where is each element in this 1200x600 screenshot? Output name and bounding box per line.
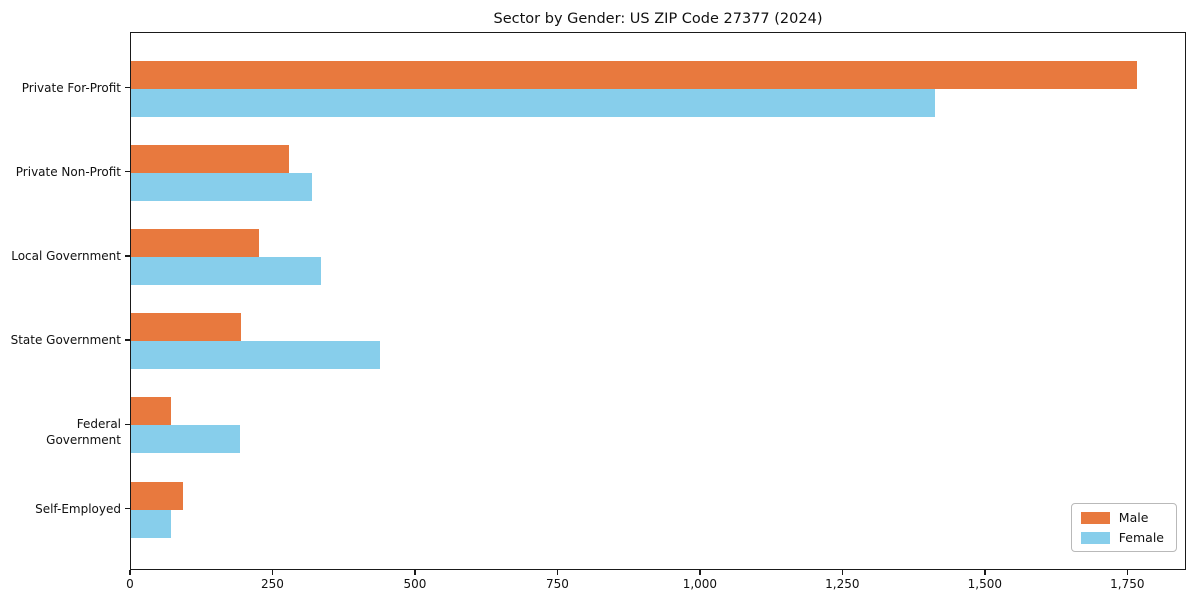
legend-item-female: Female [1080, 530, 1164, 545]
y-tick-mark [125, 255, 130, 257]
bar-male-federal-government [131, 397, 171, 426]
x-tick-mark [984, 570, 986, 575]
legend-swatch-female [1080, 531, 1110, 544]
y-axis-label-self-employed: Self-Employed [35, 501, 121, 516]
chart-title: Sector by Gender: US ZIP Code 27377 (202… [493, 11, 823, 27]
x-tick-mark [841, 570, 844, 575]
bar-male-private-non-profit [131, 144, 289, 173]
x-tick-mark [556, 570, 559, 575]
legend-swatch-male [1080, 511, 1110, 524]
x-tick-label-1-250: 1,250 [825, 577, 860, 591]
x-tick-mark [414, 570, 416, 575]
x-tick-mark [129, 570, 131, 575]
bar-female-local-government [131, 256, 321, 285]
y-axis-label-private-for-profit: Private For-Profit [21, 80, 121, 95]
legend-item-male: Male [1080, 510, 1164, 525]
x-tick-label-1-500: 1,500 [967, 577, 1003, 591]
y-axis-label-federal-government: Federal Government [46, 417, 121, 448]
y-tick-mark [125, 171, 130, 173]
x-tick-label-250: 250 [261, 577, 284, 591]
y-axis-label-state-government: State Government [10, 333, 121, 348]
x-tick-mark [1126, 570, 1128, 575]
y-tick-mark [125, 86, 130, 89]
legend-label-male: Male [1118, 510, 1149, 525]
y-tick-mark [125, 507, 130, 510]
bar-male-local-government [131, 228, 259, 257]
legend-label-female: Female [1118, 530, 1164, 545]
bar-female-federal-government [131, 425, 240, 454]
bar-female-private-for-profit [131, 88, 936, 117]
legend: Male Female [1070, 503, 1177, 552]
x-tick-label-1-000: 1,000 [682, 577, 718, 591]
y-axis-label-private-non-profit: Private Non-Profit [15, 164, 121, 179]
y-axis-label-local-government: Local Government [11, 248, 121, 263]
bar-male-state-government [131, 313, 241, 342]
x-tick-mark [271, 570, 274, 575]
x-tick-label-1-750: 1,750 [1110, 577, 1145, 591]
bar-female-private-non-profit [131, 172, 313, 201]
x-tick-label-0: 0 [126, 577, 134, 591]
bar-male-private-for-profit [131, 60, 1137, 89]
bar-female-state-government [131, 341, 381, 370]
bar-female-self-employed [131, 509, 171, 538]
y-tick-mark [125, 339, 130, 341]
bar-male-self-employed [131, 481, 183, 510]
x-tick-label-500: 500 [403, 577, 427, 591]
y-tick-mark [125, 423, 130, 425]
plot-area: Male Female [130, 32, 1186, 570]
x-tick-label-750: 750 [545, 577, 569, 591]
x-tick-mark [699, 570, 701, 575]
